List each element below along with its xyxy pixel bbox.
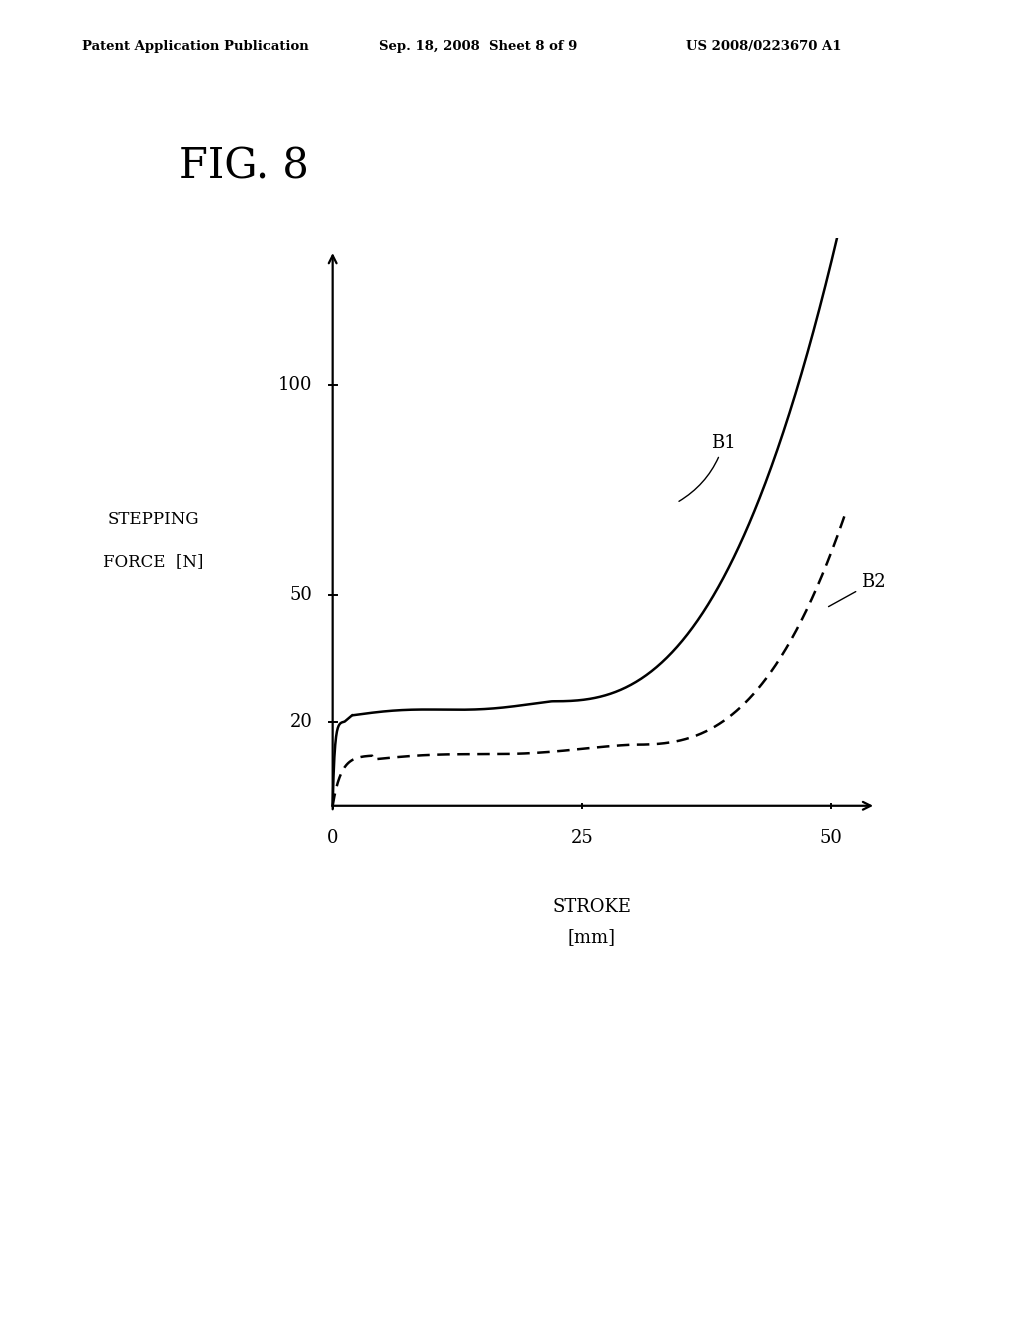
Text: US 2008/0223670 A1: US 2008/0223670 A1 bbox=[686, 40, 842, 53]
Text: Patent Application Publication: Patent Application Publication bbox=[82, 40, 308, 53]
Text: STROKE: STROKE bbox=[552, 899, 632, 916]
Text: FIG. 8: FIG. 8 bbox=[179, 145, 309, 187]
Text: FORCE  [N]: FORCE [N] bbox=[103, 553, 204, 570]
Text: 25: 25 bbox=[570, 829, 593, 847]
Text: 20: 20 bbox=[290, 713, 312, 730]
Text: Sep. 18, 2008  Sheet 8 of 9: Sep. 18, 2008 Sheet 8 of 9 bbox=[379, 40, 578, 53]
Text: 50: 50 bbox=[290, 586, 312, 605]
Text: 100: 100 bbox=[279, 376, 312, 393]
Text: STEPPING: STEPPING bbox=[108, 511, 199, 528]
Text: 50: 50 bbox=[819, 829, 843, 847]
Text: [mm]: [mm] bbox=[568, 928, 615, 946]
Text: B2: B2 bbox=[828, 573, 886, 607]
Text: B1: B1 bbox=[679, 434, 736, 502]
Text: 0: 0 bbox=[327, 829, 338, 847]
